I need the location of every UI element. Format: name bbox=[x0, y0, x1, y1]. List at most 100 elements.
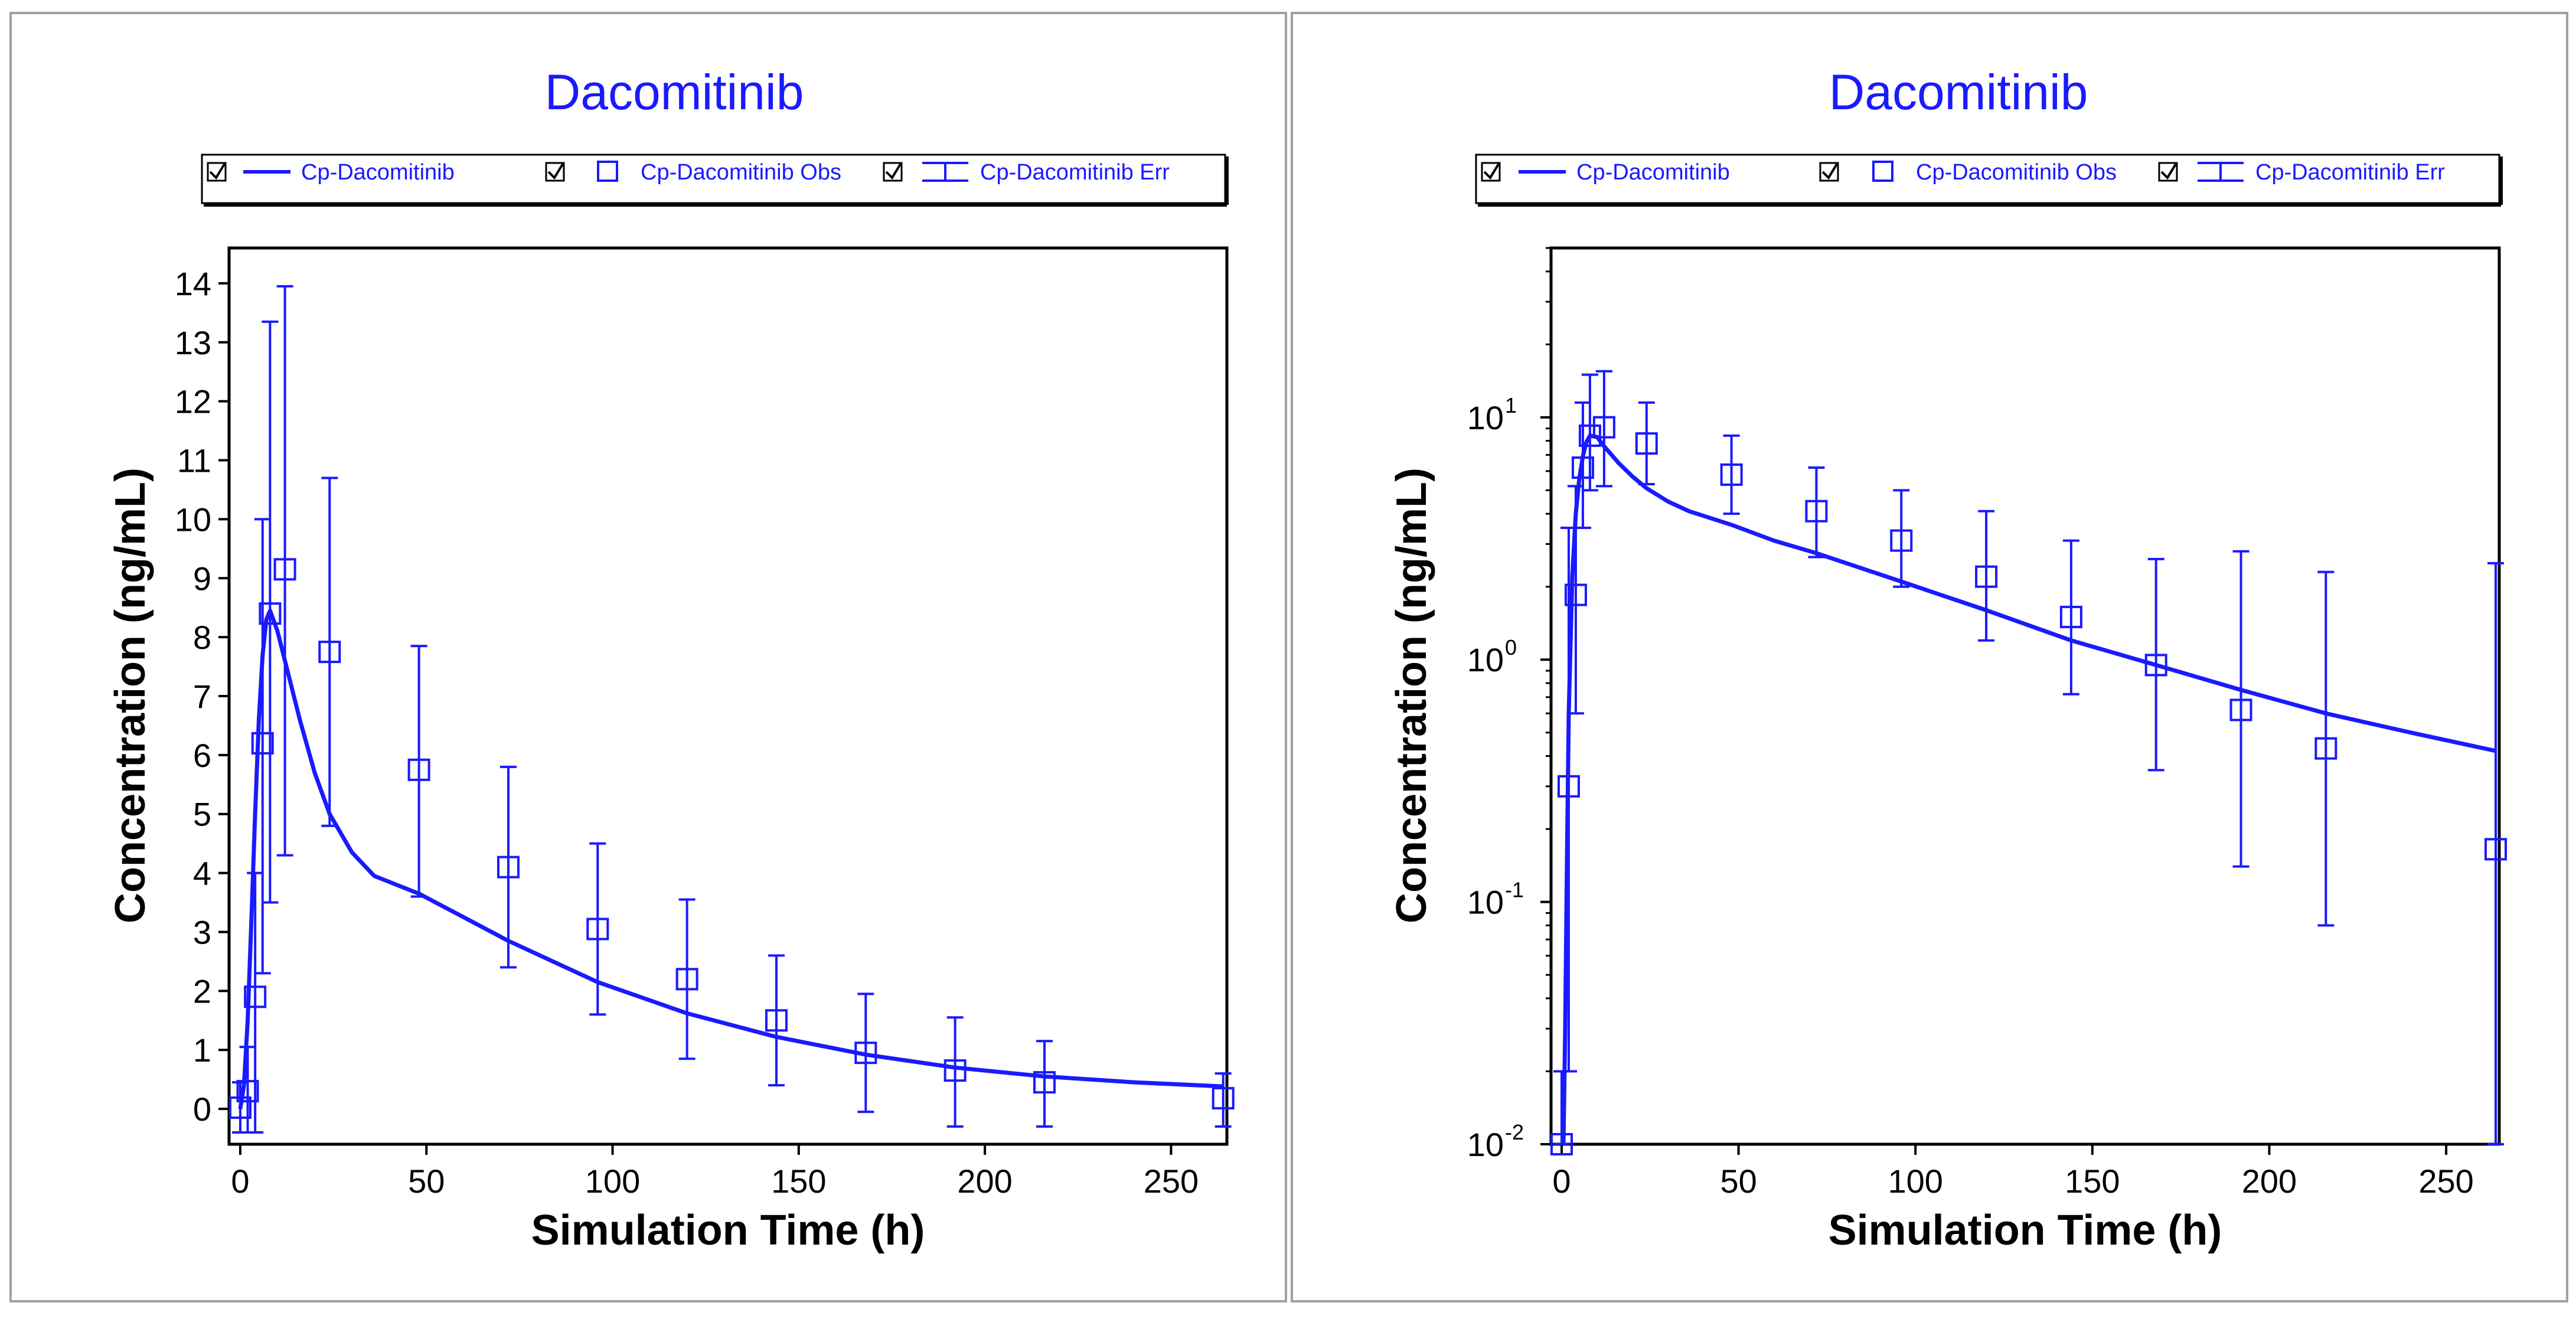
plot-marks bbox=[228, 285, 1235, 1134]
check-icon bbox=[1483, 163, 1500, 180]
series-line bbox=[1561, 433, 2496, 1145]
legend-label: Cp-Dacomitinib Obs bbox=[641, 160, 841, 185]
y-tick-label: 9 bbox=[193, 560, 211, 597]
error-bar bbox=[946, 1016, 964, 1128]
error-bar bbox=[247, 871, 264, 1134]
legend-item-curve[interactable]: Cp-Dacomitinib bbox=[1481, 160, 1730, 185]
chart-title: Dacomitinib bbox=[1829, 64, 2088, 120]
x-tick-label: 150 bbox=[2065, 1163, 2120, 1200]
svg-text:10: 10 bbox=[1467, 1126, 1504, 1163]
observed-point bbox=[407, 758, 430, 781]
error-bar bbox=[2232, 550, 2249, 868]
observed-point bbox=[1635, 432, 1658, 455]
y-tick-label: 8 bbox=[193, 619, 211, 656]
chart-title: Dacomitinib bbox=[545, 64, 804, 120]
legend-item-obs[interactable]: Cp-Dacomitinib Obs bbox=[545, 160, 841, 185]
svg-text:-2: -2 bbox=[1505, 1120, 1524, 1144]
y-tick-label: 12 bbox=[175, 383, 211, 420]
legend-label: Cp-Dacomitinib bbox=[1576, 160, 1730, 185]
observed-point bbox=[1592, 416, 1615, 439]
legend-label: Cp-Dacomitinib Err bbox=[2255, 160, 2445, 185]
y-tick-label: 13 bbox=[175, 324, 211, 361]
svg-text:1: 1 bbox=[1505, 393, 1517, 417]
observed-point bbox=[1890, 529, 1913, 552]
legend-label: Cp-Dacomitinib bbox=[301, 160, 455, 185]
chart-panel-linear: Dacomitinib Cp-Dacomitinib Cp-Dacomitini… bbox=[9, 12, 1287, 1302]
error-bar-icon bbox=[922, 162, 968, 182]
y-tick-label: 6 bbox=[193, 737, 211, 774]
y-tick-label: 2 bbox=[193, 972, 211, 1010]
error-bar bbox=[499, 765, 517, 969]
error-bar bbox=[1978, 510, 1995, 642]
y-tick-label: 4 bbox=[193, 855, 211, 892]
svg-text:10: 10 bbox=[1467, 399, 1504, 436]
legend-box bbox=[201, 154, 1226, 204]
observed-point bbox=[273, 558, 296, 581]
observed-point bbox=[1578, 424, 1601, 447]
y-axis-label: Concentration (ng/mL) bbox=[1388, 468, 1435, 923]
x-tick-label: 150 bbox=[771, 1163, 826, 1200]
plot-marks bbox=[1550, 370, 2508, 1155]
x-tick-label: 200 bbox=[2242, 1163, 2297, 1200]
square-marker-icon bbox=[1872, 161, 1893, 182]
observed-point bbox=[854, 1042, 877, 1065]
observed-point bbox=[259, 602, 282, 625]
observed-point bbox=[1975, 565, 1998, 588]
y-tick-label: 0 bbox=[193, 1091, 211, 1128]
legend-item-err[interactable]: Cp-Dacomitinib Err bbox=[883, 160, 1170, 185]
check-icon bbox=[1821, 163, 1838, 180]
series-line bbox=[238, 608, 1223, 1109]
plot-area bbox=[1549, 246, 2501, 1146]
legend-item-err[interactable]: Cp-Dacomitinib Err bbox=[2158, 160, 2445, 185]
svg-text:10: 10 bbox=[1467, 884, 1504, 921]
x-tick-label: 50 bbox=[1720, 1163, 1756, 1200]
x-tick-label: 50 bbox=[408, 1163, 445, 1200]
error-bar bbox=[1893, 489, 1910, 588]
x-tick-label: 100 bbox=[1888, 1163, 1943, 1200]
square-marker-icon bbox=[597, 161, 618, 182]
y-tick-label: 11 bbox=[177, 442, 211, 479]
y-tick-label: 3 bbox=[193, 913, 211, 951]
x-tick-label: 250 bbox=[1144, 1163, 1199, 1200]
error-bar bbox=[1581, 373, 1598, 492]
observed-point bbox=[1033, 1071, 1056, 1094]
plot-area bbox=[227, 246, 1229, 1146]
observed-point bbox=[765, 1009, 788, 1032]
observed-point bbox=[943, 1059, 967, 1082]
legend-label: Cp-Dacomitinib Obs bbox=[1916, 160, 2117, 185]
error-bar bbox=[2487, 561, 2505, 1145]
svg-text:0: 0 bbox=[1505, 635, 1517, 660]
x-tick-label: 200 bbox=[957, 1163, 1012, 1200]
legend-item-curve[interactable]: Cp-Dacomitinib bbox=[207, 160, 455, 185]
error-bar bbox=[1723, 434, 1740, 515]
x-tick-label: 250 bbox=[2418, 1163, 2473, 1200]
observed-point bbox=[1564, 583, 1587, 606]
observed-point bbox=[1805, 499, 1828, 523]
y-tick-label: 1 bbox=[193, 1031, 211, 1069]
observed-point bbox=[228, 1096, 252, 1119]
observed-point bbox=[497, 856, 520, 879]
check-icon bbox=[209, 163, 226, 180]
error-bar bbox=[678, 898, 696, 1060]
check-icon bbox=[2160, 163, 2177, 180]
y-tick-label: 10 0 bbox=[1467, 635, 1517, 678]
error-bar bbox=[768, 954, 785, 1087]
observed-point bbox=[2229, 698, 2252, 721]
y-axis-label: Concentration (ng/mL) bbox=[107, 468, 154, 923]
svg-text:10: 10 bbox=[1467, 641, 1504, 678]
error-bar bbox=[254, 518, 271, 975]
legend: Cp-Dacomitinib Cp-Dacomitinib Obs bbox=[201, 154, 1229, 207]
error-bar bbox=[1036, 1040, 1053, 1128]
legend: Cp-Dacomitinib Cp-Dacomitinib Obs bbox=[1475, 154, 2503, 207]
observed-point bbox=[251, 732, 274, 755]
check-icon bbox=[547, 163, 564, 180]
error-bar bbox=[589, 842, 606, 1016]
y-tick-label: 7 bbox=[193, 678, 211, 715]
legend-box bbox=[1475, 154, 2500, 204]
y-tick-label: 5 bbox=[193, 796, 211, 833]
legend-item-obs[interactable]: Cp-Dacomitinib Obs bbox=[1819, 160, 2117, 185]
